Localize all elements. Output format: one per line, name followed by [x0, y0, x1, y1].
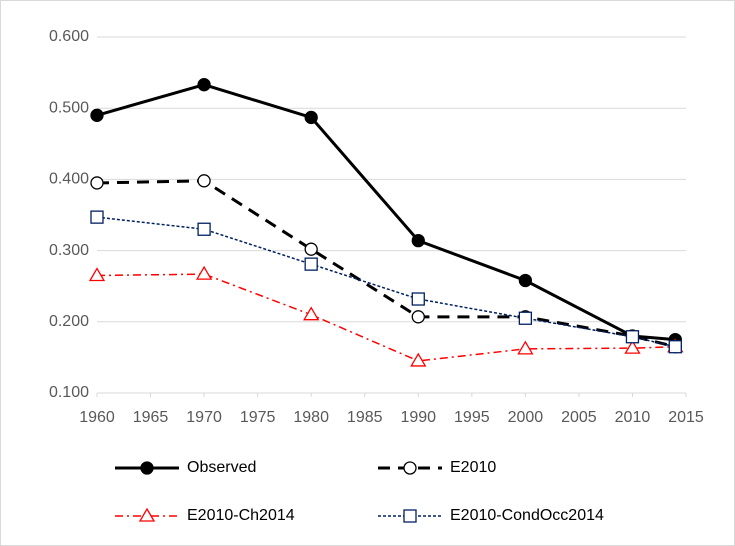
x-tick-label: 1975 — [240, 409, 276, 426]
legend: Observed E2010 E2010-Ch2014 E2010-CondOcc20… — [115, 459, 604, 524]
data-point — [411, 310, 425, 324]
data-point — [624, 339, 641, 354]
data-point — [304, 242, 318, 256]
x-tick-label: 1970 — [186, 409, 222, 426]
legend-label: E2010-Ch2014 — [187, 507, 295, 524]
y-tick-label: 0.300 — [49, 242, 89, 259]
data-point — [90, 108, 104, 122]
data-point — [304, 110, 318, 125]
legend-label: E2010 — [450, 459, 496, 476]
data-point — [518, 311, 533, 325]
data-point — [197, 174, 211, 188]
x-tick-label: 1995 — [454, 409, 490, 426]
x-tick-label: 1965 — [133, 409, 169, 426]
y-tick-label: 0.200 — [49, 313, 89, 330]
data-point — [195, 265, 213, 280]
x-tick-label: 2010 — [615, 409, 651, 426]
legend-marker — [403, 461, 417, 475]
legend-label: Observed — [187, 459, 256, 476]
legend-marker — [403, 509, 417, 523]
data-point — [197, 78, 211, 92]
data-point — [303, 306, 320, 321]
x-tick-label: 1990 — [400, 409, 436, 426]
x-tick-label: 2000 — [508, 409, 544, 426]
data-point — [625, 330, 640, 344]
data-point — [410, 352, 427, 367]
data-point — [518, 273, 533, 288]
y-tick-label: 0.500 — [49, 99, 89, 116]
x-tick-label: 1960 — [79, 409, 115, 426]
legend-marker — [138, 507, 156, 522]
y-tick-label: 0.100 — [49, 384, 89, 401]
legend-label: E2010-CondOcc2014 — [450, 507, 604, 524]
data-point — [90, 176, 104, 190]
data-point — [411, 233, 425, 248]
x-tick-label: 1985 — [347, 409, 383, 426]
legend-marker — [140, 461, 154, 475]
data-point — [517, 340, 534, 355]
data-point — [90, 210, 104, 224]
data-point — [197, 222, 211, 236]
x-tick-label: 2015 — [668, 409, 704, 426]
data-point — [88, 267, 106, 282]
y-tick-label: 0.400 — [49, 171, 89, 188]
y-tick-label: 0.600 — [49, 28, 89, 45]
data-point — [304, 257, 318, 271]
data-point — [668, 340, 682, 354]
data-point — [411, 292, 425, 306]
x-tick-label: 1980 — [293, 409, 329, 426]
x-tick-label: 2005 — [561, 409, 597, 426]
